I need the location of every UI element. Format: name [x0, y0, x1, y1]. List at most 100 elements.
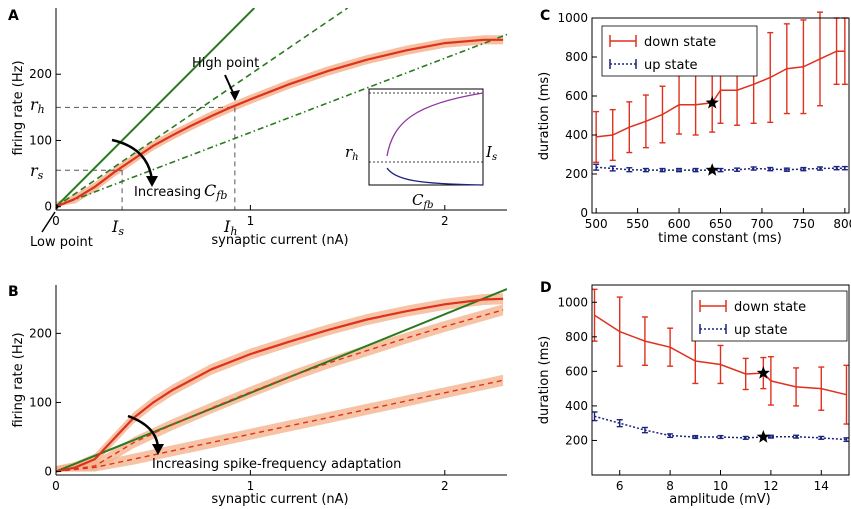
- panel-c-x-label: time constant (ms): [658, 231, 782, 246]
- panel-d-label: D: [540, 280, 552, 296]
- panel-a-xtick-label: 1: [247, 214, 255, 228]
- ih-symbol: Ih: [223, 217, 237, 238]
- panel-d-star-0: [756, 366, 770, 379]
- panel-a-ytick-label: 100: [29, 133, 52, 147]
- legend-c-up-label: up state: [644, 58, 698, 73]
- panel-b-strong-adaptation-curve: [56, 379, 504, 473]
- panel-b: B 0 1 2 0 100 200 firing rate (Hz) synaptic c…: [8, 284, 507, 507]
- panel-c-ytick-label: 400: [565, 128, 588, 142]
- rh-symbol: rh: [30, 95, 45, 116]
- inset-rh-symbol: rh: [345, 143, 359, 163]
- cfb-symbol: Cfb: [204, 181, 227, 202]
- panel-d-ytick-label: 200: [565, 433, 588, 447]
- panel-c-legend: down state up state: [601, 25, 758, 77]
- panel-c-y-label: duration (ms): [537, 72, 552, 160]
- panel-c: C 500 550 600 650 700 750 800 0 200 400 600 800 1000…: [537, 8, 851, 246]
- panel-d-ticks: 6 8 10 12 14 200 400 600 800 1000: [557, 295, 828, 493]
- inset-cfb-symbol: Cfb: [412, 191, 434, 211]
- panel-b-xtick-label: 0: [52, 479, 60, 493]
- panel-c-plot-area: [593, 11, 848, 176]
- panel-a-y-label: firing rate (Hz): [11, 60, 26, 155]
- panel-c-ytick-label: 600: [565, 89, 588, 103]
- panel-a-ytick-label: 200: [29, 67, 52, 81]
- panel-d-up-line: [594, 415, 847, 441]
- inset-is-symbol: Is: [485, 143, 497, 163]
- high-point-label: High point: [192, 56, 259, 71]
- panel-b-ytick-label: 200: [29, 326, 52, 340]
- panel-d-down-line: [594, 314, 847, 396]
- panel-c-ytick-label: 0: [580, 206, 588, 220]
- panel-c-xtick-label: 750: [792, 217, 815, 231]
- panel-a-inset: rh Is Cfb: [345, 88, 497, 211]
- legend-d-down-label: down state: [734, 300, 806, 315]
- panel-c-xtick-label: 500: [585, 217, 608, 231]
- panel-b-x-label: synaptic current (nA): [211, 492, 348, 507]
- panel-c-xtick-label: 600: [668, 217, 691, 231]
- panel-d-ytick-label: 400: [565, 399, 588, 413]
- inset-frame: [368, 88, 484, 186]
- panel-a-ticks: 0 1 2 0 100 200: [29, 67, 449, 228]
- panel-c-ticks: 500 550 600 650 700 750 800 0 200 400 600 800 1000: [557, 11, 851, 231]
- adaptation-label: Increasing spike-frequency adaptation: [152, 457, 401, 472]
- panel-b-xtick-label: 2: [441, 479, 449, 493]
- panel-a-rate-curve: [56, 38, 504, 208]
- panel-c-star-0: [705, 95, 719, 109]
- panel-c-xtick-label: 800: [833, 217, 851, 231]
- panel-b-ytick-label: 100: [29, 395, 52, 409]
- panel-d-ytick-label: 600: [565, 364, 588, 378]
- panel-a: A 0 1 2 0 100 200 firing rate (Hz) synaptic c…: [8, 8, 507, 250]
- inset-is-curve: [386, 167, 484, 186]
- panel-d-xtick-label: 6: [616, 479, 624, 493]
- panel-c-xtick-label: 700: [750, 217, 773, 231]
- panel-d-y-label: duration (ms): [537, 336, 552, 424]
- legend-d-up-label: up state: [734, 323, 788, 338]
- panel-b-label: B: [8, 284, 19, 300]
- panel-d-xtick-label: 10: [713, 479, 728, 493]
- panel-b-band-2: [56, 374, 504, 472]
- panel-d: D 6 8 10 12 14 200 400 600 800 1000 duration (ms)…: [537, 280, 850, 507]
- increasing-cfb-arrowhead: [146, 176, 158, 187]
- panel-c-label: C: [540, 8, 550, 24]
- adaptation-arrowhead: [152, 444, 164, 455]
- panel-c-legend-box: [601, 25, 758, 77]
- panel-b-no-adaptation-curve: [56, 297, 504, 473]
- panel-d-legend: down state up state: [691, 290, 848, 342]
- panel-a-xtick-label: 2: [441, 214, 449, 228]
- increasing-cfb-arrow: [111, 138, 154, 181]
- increasing-label: Increasing: [134, 185, 201, 200]
- panel-b-ticks: 0 1 2 0 100 200: [29, 326, 449, 493]
- panel-b-xtick-label: 1: [247, 479, 255, 493]
- panel-d-ytick-label: 800: [565, 330, 588, 344]
- panel-a-plot-area: [56, 8, 507, 210]
- panel-d-plot-area: [591, 288, 850, 443]
- panel-d-legend-box: [691, 290, 848, 342]
- panel-d-x-label: amplitude (mV): [669, 492, 771, 507]
- panel-d-xtick-label: 12: [763, 479, 778, 493]
- rs-symbol: rs: [30, 161, 44, 182]
- inset-rh-curve: [386, 92, 484, 157]
- panel-d-xtick-label: 14: [814, 479, 829, 493]
- panel-c-ytick-label: 200: [565, 167, 588, 181]
- panel-a-xtick-label: 0: [52, 214, 60, 228]
- panel-b-plot-area: [56, 288, 507, 473]
- panel-a-label: A: [8, 8, 19, 24]
- panel-d-ytick-label: 1000: [557, 295, 588, 309]
- low-point-label: Low point: [30, 235, 93, 250]
- panel-b-ytick-label: 0: [44, 465, 52, 479]
- low-point-arrow: [41, 211, 56, 233]
- panel-b-y-label: firing rate (Hz): [11, 332, 26, 427]
- panel-d-star-1: [756, 430, 770, 443]
- adaptation-arrow: [127, 414, 160, 448]
- panel-b-moderate-adaptation-curve: [56, 309, 504, 473]
- high-point-arrowhead: [230, 90, 240, 101]
- panel-c-ytick-label: 1000: [557, 11, 588, 25]
- panel-a-x-label: synaptic current (nA): [211, 233, 348, 248]
- panel-a-ytick-label: 0: [44, 200, 52, 214]
- panel-a-tangent-line: [56, 8, 256, 208]
- panel-a-dashed-line: [56, 8, 349, 208]
- panel-b-band-1: [56, 304, 504, 472]
- panel-c-ytick-label: 800: [565, 50, 588, 64]
- is-symbol: Is: [111, 217, 124, 238]
- panel-c-xtick-label: 650: [709, 217, 732, 231]
